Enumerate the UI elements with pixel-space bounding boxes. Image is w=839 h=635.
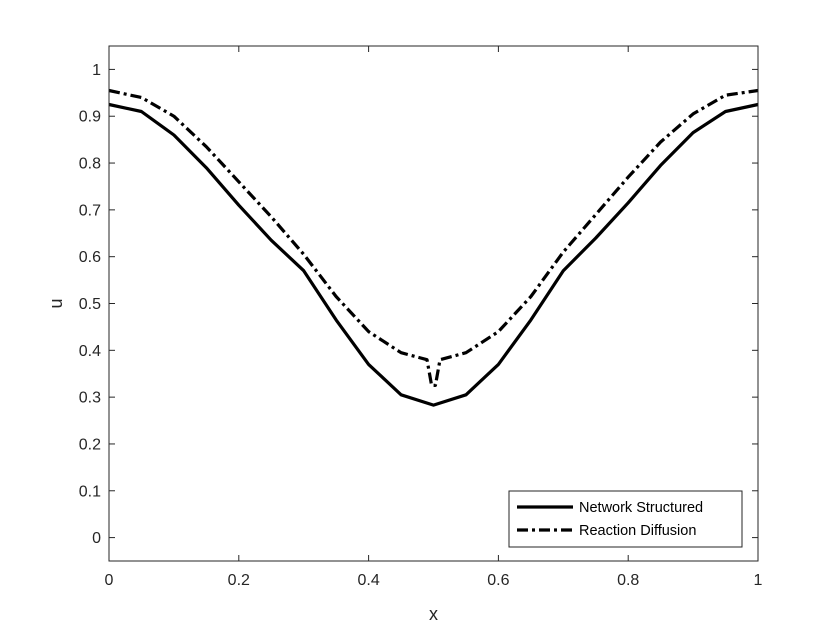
- legend-label: Reaction Diffusion: [579, 523, 696, 539]
- y-tick-label: 0.6: [79, 249, 101, 266]
- y-tick-label: 0.3: [79, 390, 101, 407]
- plot-area: [109, 46, 758, 561]
- ticks: 0 0.2 0.4 0.6 0.8 1 0 0.1 0.2 0.3 0.4 0.5 0.6 0.7 0.8 0…: [79, 46, 763, 589]
- x-tick-label: 1: [754, 572, 763, 589]
- x-tick-label: 0: [105, 572, 114, 589]
- y-tick-label: 0.7: [79, 202, 101, 219]
- x-tick-label: 0.8: [617, 572, 639, 589]
- y-tick-label: 0.1: [79, 483, 101, 500]
- series-layer: [108, 88, 759, 407]
- x-tick-label: 0.2: [228, 572, 250, 589]
- y-tick-label: 0.5: [79, 296, 101, 313]
- x-axis-label: x: [429, 604, 438, 624]
- x-tick-label: 0.6: [487, 572, 509, 589]
- y-tick-label: 0.2: [79, 436, 101, 453]
- legend: Network Structured Reaction Diffusion: [508, 490, 743, 548]
- y-tick-label: 0.9: [79, 109, 101, 126]
- y-tick-label: 0.8: [79, 156, 101, 173]
- y-axis-label: u: [46, 298, 66, 308]
- legend-label: Network Structured: [579, 500, 703, 516]
- series-line-2: [108, 88, 759, 387]
- y-tick-label: 1: [92, 62, 101, 79]
- series-line-1: [108, 102, 759, 407]
- x-tick-label: 0.4: [357, 572, 379, 589]
- y-tick-label: 0: [92, 530, 101, 547]
- y-tick-label: 0.4: [79, 343, 101, 360]
- legend-box: [508, 490, 743, 548]
